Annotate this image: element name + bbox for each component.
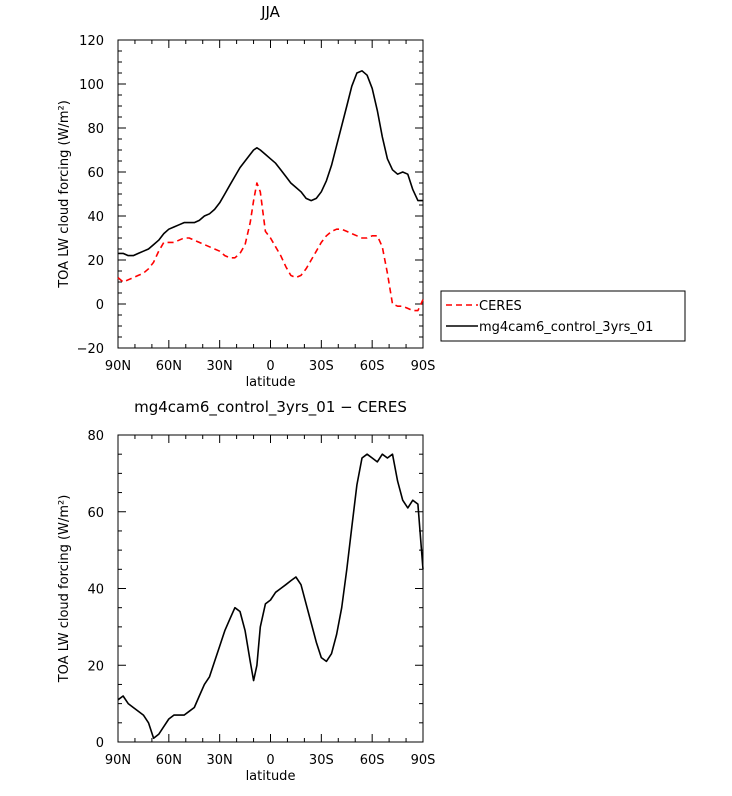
series-line-mg4cam6-control-3yrs-01 bbox=[118, 70, 423, 257]
series-line-ceres bbox=[117, 182, 424, 312]
y-axis-label: TOA LW cloud forcing (W/m²) bbox=[57, 100, 72, 289]
plot-frame bbox=[117, 39, 424, 349]
x-tick-label: 90S bbox=[411, 359, 436, 374]
y-tick-label: 100 bbox=[79, 78, 104, 93]
plot-frame bbox=[117, 434, 424, 743]
x-tick-label: 60S bbox=[360, 753, 385, 768]
y-tick-label: 0 bbox=[96, 736, 104, 751]
y-tick-label: 60 bbox=[87, 506, 104, 521]
y-tick-label: 40 bbox=[87, 583, 104, 598]
x-tick-label: 90N bbox=[105, 753, 131, 768]
y-tick-label: 20 bbox=[87, 254, 104, 269]
x-axis-label: latitude bbox=[246, 769, 296, 784]
x-tick-label: 60N bbox=[156, 753, 182, 768]
legend-box bbox=[440, 290, 686, 342]
x-tick-label: 30N bbox=[207, 753, 233, 768]
x-tick-label: 30S bbox=[309, 753, 334, 768]
legend-label: CERES bbox=[479, 299, 522, 314]
x-axis-label: latitude bbox=[246, 375, 296, 390]
y-axis-label: TOA LW cloud forcing (W/m²) bbox=[57, 495, 72, 684]
x-tick-label: 0 bbox=[266, 753, 274, 768]
y-tick-label: 120 bbox=[79, 34, 104, 49]
chart-title: JJA bbox=[260, 3, 281, 21]
y-tick-label: 60 bbox=[87, 166, 104, 181]
legend: CERES mg4cam6_control_3yrs_01 bbox=[440, 290, 686, 342]
y-tick-label: −20 bbox=[77, 342, 104, 357]
y-tick-label: 80 bbox=[87, 122, 104, 137]
y-tick-label: 40 bbox=[87, 210, 104, 225]
legend-label: mg4cam6_control_3yrs_01 bbox=[479, 320, 653, 335]
series-line-difference bbox=[117, 453, 424, 740]
x-tick-label: 90N bbox=[105, 359, 131, 374]
y-tick-label: 0 bbox=[96, 298, 104, 313]
chart-panel-2: 0 20 40 60 80 90N 60N 30N 0 30S 60S 90S latitude TOA … bbox=[57, 398, 435, 784]
chart-panel-1: −20 0 20 40 60 80 100 120 90N 60N 30N 0 30S 60S 90S lat… bbox=[57, 3, 686, 390]
chart-title: mg4cam6_control_3yrs_01 − CERES bbox=[134, 398, 407, 417]
x-tick-label: 0 bbox=[266, 359, 274, 374]
x-tick-label: 60S bbox=[360, 359, 385, 374]
x-tick-label: 90S bbox=[411, 753, 436, 768]
x-tick-label: 30N bbox=[207, 359, 233, 374]
x-tick-label: 60N bbox=[156, 359, 182, 374]
y-tick-label: 20 bbox=[87, 659, 104, 674]
y-tick-label: 80 bbox=[87, 429, 104, 444]
x-tick-label: 30S bbox=[309, 359, 334, 374]
